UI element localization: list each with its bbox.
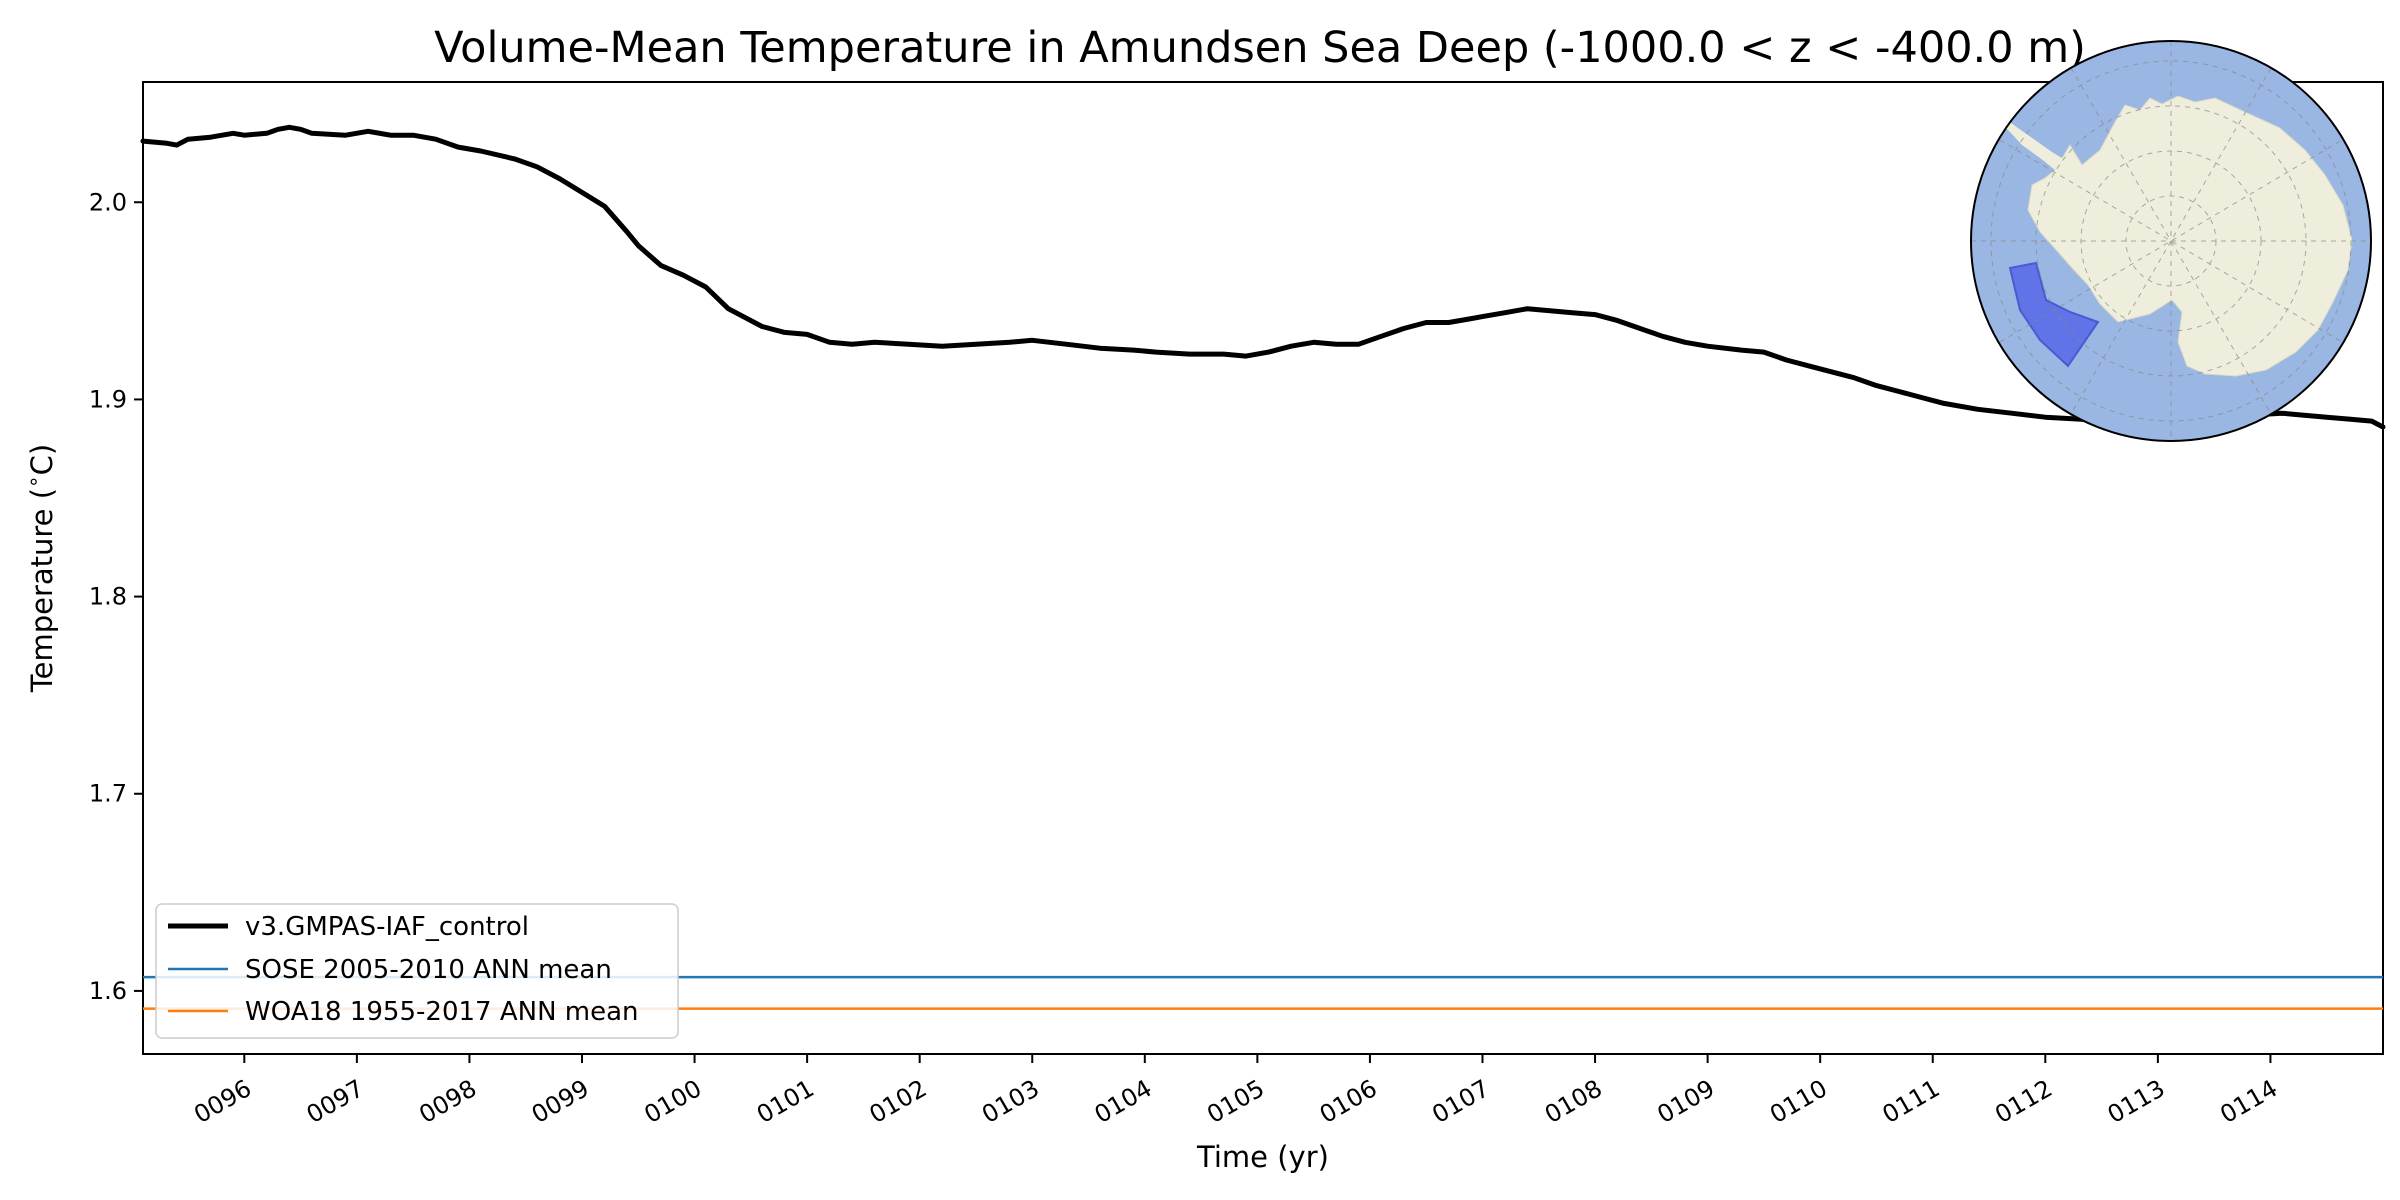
chart-legend: v3.GMPAS-IAF_control SOSE 2005-2010 ANN …: [155, 903, 679, 1039]
y-axis-label: Temperature (∘C): [21, 444, 59, 693]
antarctic-peninsula: [2000, 118, 2065, 170]
chart-title: Volume-Mean Temperature in Amundsen Sea …: [434, 23, 2086, 73]
antarctica-landmass: [2027, 95, 2353, 377]
amundsen-sea-region: [2008, 261, 2100, 368]
legend-label-woa18: WOA18 1955-2017 ANN mean: [245, 997, 639, 1027]
x-axis-label: Time (yr): [1196, 1140, 1329, 1174]
y-tick-label: 1.7: [89, 780, 127, 808]
legend-label-v3: v3.GMPAS-IAF_control: [245, 912, 529, 942]
map-graticule: [1971, 41, 2371, 441]
plot-area: [142, 81, 2384, 1055]
legend-box: [155, 903, 679, 1039]
y-tick-label: 1.6: [89, 977, 127, 1005]
y-tick-label: 1.9: [89, 385, 127, 413]
y-tick-label: 2.0: [89, 188, 127, 216]
series-line-v3-gmpas-iaf-control: [140, 124, 2386, 430]
plot-frame: [142, 81, 2384, 1055]
y-axis-ticks: 1.6 1.7 1.8 1.9 2.0: [89, 188, 143, 1005]
y-tick-label: 1.8: [89, 583, 127, 611]
map-border: [1970, 40, 2372, 442]
inset-map: [1970, 40, 2372, 442]
legend-label-sose: SOSE 2005-2010 ANN mean: [245, 955, 612, 985]
